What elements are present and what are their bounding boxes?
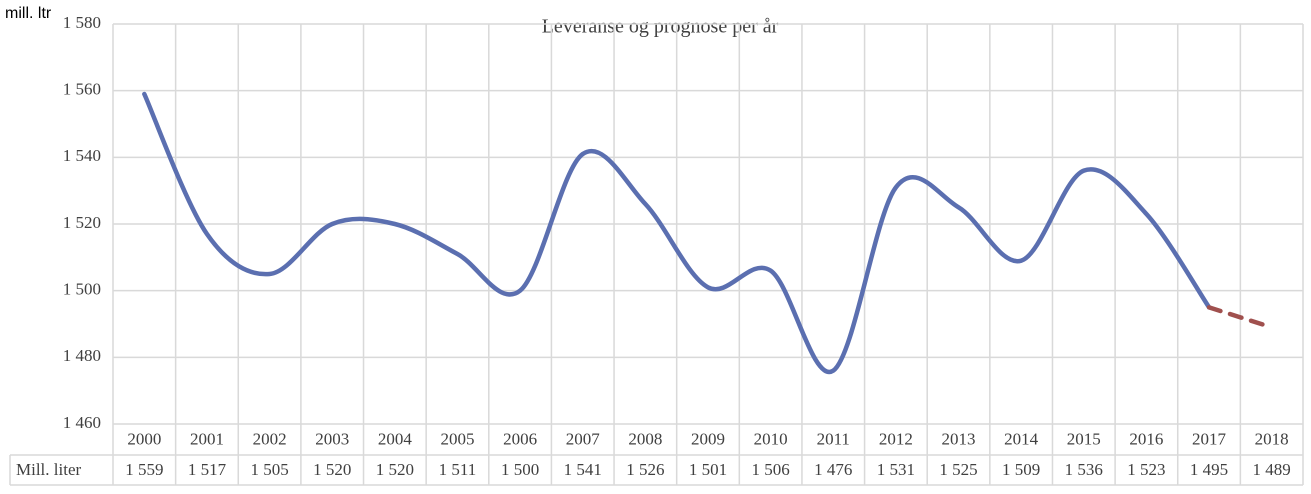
x-tick-label: 2012 xyxy=(879,429,913,448)
x-tick-label: 2017 xyxy=(1192,429,1227,448)
x-tick-label: 2011 xyxy=(817,429,850,448)
table-value: 1 511 xyxy=(439,460,477,479)
table-value: 1 500 xyxy=(501,460,539,479)
table-value: 1 505 xyxy=(250,460,288,479)
table-value: 1 489 xyxy=(1253,460,1291,479)
x-tick-label: 2008 xyxy=(628,429,662,448)
x-tick-label: 2004 xyxy=(378,429,413,448)
y-tick-label: 1 560 xyxy=(63,80,101,99)
x-tick-label: 2001 xyxy=(190,429,224,448)
table-value: 1 525 xyxy=(939,460,977,479)
y-tick-label: 1 480 xyxy=(63,346,101,365)
table-value: 1 495 xyxy=(1190,460,1228,479)
series-line xyxy=(142,91,1212,375)
forecast-line xyxy=(1206,305,1274,330)
table-value: 1 536 xyxy=(1065,460,1103,479)
table-value: 1 531 xyxy=(877,460,915,479)
table-value: 1 520 xyxy=(376,460,414,479)
y-tick-label: 1 500 xyxy=(63,280,101,299)
x-tick-label: 2010 xyxy=(754,429,788,448)
table-value: 1 520 xyxy=(313,460,351,479)
x-tick-label: 2009 xyxy=(691,429,725,448)
chart-title: Leveranse og prognose per år xyxy=(542,16,779,38)
y-tick-label: 1 460 xyxy=(63,413,101,432)
table-value: 1 506 xyxy=(752,460,790,479)
x-tick-label: 2015 xyxy=(1067,429,1101,448)
y-tick-label: 1 580 xyxy=(63,13,101,32)
x-tick-label: 2006 xyxy=(503,429,537,448)
table-value: 1 476 xyxy=(814,460,852,479)
table-value: 1 526 xyxy=(626,460,664,479)
x-tick-label: 2003 xyxy=(315,429,349,448)
table-value: 1 523 xyxy=(1127,460,1165,479)
y-tick-label: 1 520 xyxy=(63,213,101,232)
table-row-header: Mill. liter xyxy=(16,460,82,479)
x-tick-label: 2005 xyxy=(440,429,474,448)
x-tick-label: 2016 xyxy=(1129,429,1163,448)
x-tick-label: 2014 xyxy=(1004,429,1039,448)
table-value: 1 541 xyxy=(564,460,602,479)
table-value: 1 509 xyxy=(1002,460,1040,479)
x-tick-label: 2000 xyxy=(127,429,161,448)
x-tick-label: 2018 xyxy=(1255,429,1289,448)
x-tick-label: 2007 xyxy=(566,429,601,448)
table-value: 1 559 xyxy=(125,460,163,479)
table-value: 1 517 xyxy=(188,460,227,479)
y-axis-label: mill. ltr xyxy=(5,5,52,22)
x-tick-label: 2002 xyxy=(253,429,287,448)
x-tick-label: 2013 xyxy=(942,429,976,448)
y-tick-label: 1 540 xyxy=(63,146,101,165)
table-value: 1 501 xyxy=(689,460,727,479)
